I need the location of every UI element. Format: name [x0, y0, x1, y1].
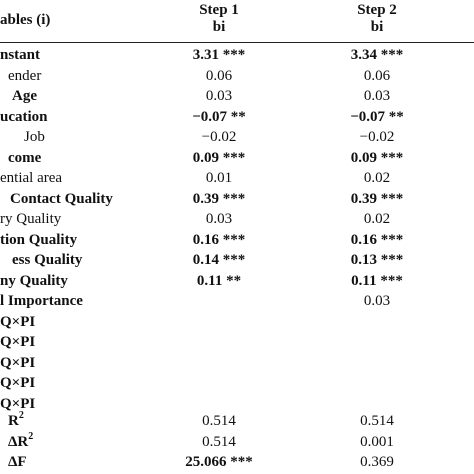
step2-value: 0.06	[363, 67, 391, 84]
row-label: ucation	[0, 108, 48, 125]
step2-header-sub: bi	[370, 19, 384, 35]
row-label: ny Quality	[0, 272, 68, 289]
stats-row: ΔR2 0.514 0.001	[0, 430, 474, 452]
stat-label-sup: 2	[28, 430, 34, 442]
step2-value: 0.39 ***	[350, 190, 404, 207]
row-label: tion Quality	[0, 231, 78, 248]
row-label: Contact Quality	[10, 190, 113, 207]
step1-header-label: Step 1	[199, 2, 239, 18]
step2-value: 0.03	[363, 88, 391, 104]
header-rule	[0, 42, 474, 43]
step1-header-sub: bi	[212, 19, 226, 35]
step2-stat: 0.001	[360, 433, 394, 450]
table-row: ucation −0.07 ** −0.07 **	[0, 107, 474, 127]
row-label: ess Quality	[12, 252, 83, 268]
table-row: Q×PI	[0, 312, 474, 332]
step2-value: 0.02	[363, 170, 391, 186]
stat-label-text: ΔR	[8, 433, 29, 450]
step2-value: 0.11 ***	[351, 272, 403, 289]
stat-label-text: R	[8, 413, 19, 429]
table-row: come 0.09 *** 0.09 ***	[0, 148, 474, 168]
step1-value: 0.03	[205, 211, 233, 227]
stat-label-sup: 2	[18, 410, 24, 421]
step1-value: 0.11 **	[196, 272, 242, 289]
table-row: Q×PI	[0, 353, 474, 373]
table-row: ry Quality 0.03 0.02	[0, 209, 474, 229]
step2-value: 0.09 ***	[350, 149, 404, 166]
row-label: Q×PI	[0, 313, 36, 330]
table-row: Q×PI	[0, 394, 474, 414]
table-row: ny Quality 0.11 ** 0.11 ***	[0, 271, 474, 291]
stats-row: ΔF 25.066 *** 0.369	[0, 452, 474, 472]
row-label: come	[8, 149, 42, 166]
step1-value: 0.01	[205, 170, 233, 186]
step2-stat: 0.369	[360, 454, 394, 470]
row-label: Q×PI	[0, 334, 36, 350]
table-row: l Importance 0.03	[0, 291, 474, 311]
row-label: Age	[12, 88, 37, 104]
stat-label: ΔF	[8, 452, 27, 472]
step1-value: 0.39 ***	[192, 190, 246, 207]
step2-value: 0.16 ***	[350, 231, 404, 248]
stat-label: R2	[8, 411, 24, 431]
step1-stat: 0.514	[202, 413, 236, 429]
step1-value: 0.09 ***	[192, 149, 246, 166]
row-label: l Importance	[0, 293, 83, 309]
table-row: Age 0.03 0.03	[0, 86, 474, 106]
row-label: ry Quality	[0, 211, 62, 227]
row-label: nstant	[0, 47, 41, 63]
table-row: ential area 0.01 0.02	[0, 168, 474, 188]
table-row: Contact Quality 0.39 *** 0.39 ***	[0, 189, 474, 209]
step1-header: Step 1 bi	[178, 2, 260, 36]
step1-value: −0.02	[201, 129, 237, 145]
step1-value: 3.31 ***	[192, 47, 246, 63]
row-label: Q×PI	[0, 354, 36, 371]
row-label: ender	[8, 67, 42, 84]
step2-value: −0.02	[359, 129, 395, 145]
table-row: Job −0.02 −0.02	[0, 127, 474, 147]
step1-value: 0.16 ***	[192, 231, 246, 248]
step1-value: 0.06	[205, 67, 233, 84]
table-row: Q×PI	[0, 373, 474, 393]
variables-header: ables (i)	[0, 12, 50, 29]
table-row: ender 0.06 0.06	[0, 66, 474, 86]
row-label: Q×PI	[0, 375, 36, 391]
step2-value: 0.13 ***	[350, 252, 404, 268]
step1-value: −0.07 **	[192, 108, 246, 125]
table-row: Q×PI	[0, 332, 474, 352]
step2-value: 0.03	[363, 293, 391, 309]
row-label: Q×PI	[0, 395, 36, 412]
step2-value: −0.07 **	[350, 108, 404, 125]
table-row: tion Quality 0.16 *** 0.16 ***	[0, 230, 474, 250]
stats-row: R2 0.514 0.514	[0, 411, 474, 431]
row-label: Job	[24, 129, 45, 145]
step2-header: Step 2 bi	[336, 2, 418, 36]
step1-stat: 0.514	[202, 433, 236, 450]
table-row: ess Quality 0.14 *** 0.13 ***	[0, 250, 474, 270]
table-row: nstant 3.31 *** 3.34 ***	[0, 45, 474, 65]
stat-label-text: ΔF	[8, 454, 27, 470]
stat-label: ΔR2	[8, 430, 34, 452]
step1-value: 0.14 ***	[192, 252, 246, 268]
step2-header-label: Step 2	[357, 2, 397, 18]
step2-value: 0.02	[363, 211, 391, 227]
step1-value: 0.03	[205, 88, 233, 104]
step1-stat: 25.066 ***	[185, 454, 253, 470]
row-label: ential area	[0, 170, 63, 186]
variables-header-label: ables (i)	[0, 12, 51, 28]
step2-stat: 0.514	[360, 413, 394, 429]
step2-value: 3.34 ***	[350, 47, 404, 63]
